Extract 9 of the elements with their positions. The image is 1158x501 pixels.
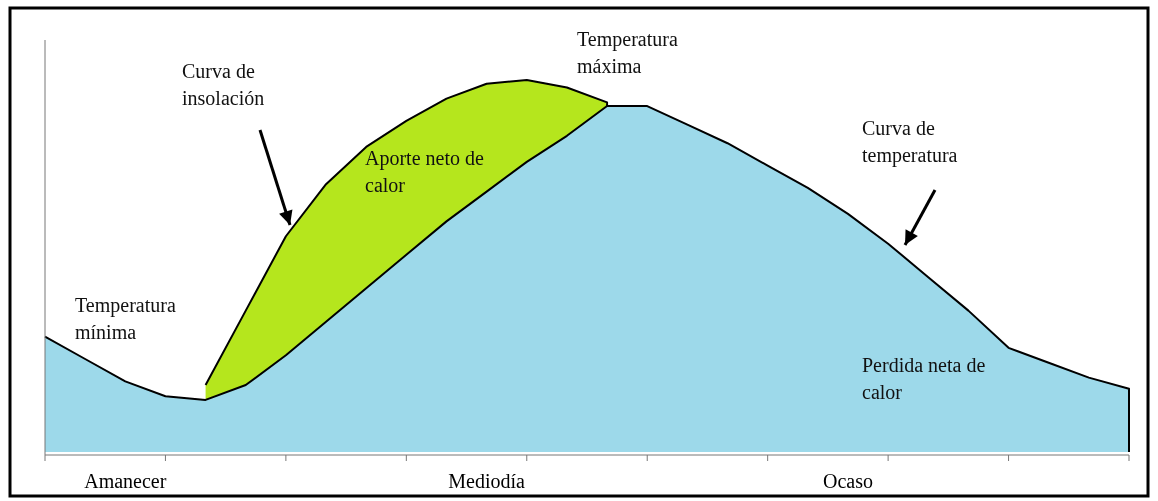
- x-tick-label: Amanecer: [84, 470, 167, 492]
- x-tick-label: Mediodía: [448, 470, 526, 492]
- text: Temperatura máxima: [577, 28, 678, 77]
- annotation: Aporte neto de calor: [365, 147, 484, 196]
- annotation: Temperatura mínima: [75, 294, 176, 343]
- annotation: Curva de insolación: [182, 60, 265, 109]
- x-tick-label: Ocaso: [822, 470, 873, 492]
- annotation: Curva de temperatura: [862, 117, 958, 167]
- annotation: Perdida neta de calor: [862, 354, 986, 403]
